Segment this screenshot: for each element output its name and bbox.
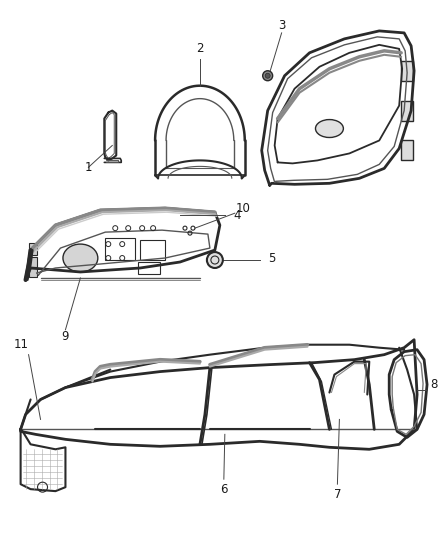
Text: 4: 4 [233, 209, 240, 222]
Bar [401, 61, 413, 80]
Circle shape [265, 73, 270, 78]
Text: 6: 6 [220, 483, 228, 496]
Text: 1: 1 [85, 161, 92, 174]
Bar [28, 257, 36, 267]
Bar [140, 240, 165, 260]
Text: 8: 8 [431, 378, 438, 391]
Text: 10: 10 [235, 201, 250, 215]
Bar [401, 141, 413, 160]
Bar [401, 101, 413, 120]
Text: 3: 3 [278, 19, 285, 33]
Text: 11: 11 [14, 338, 29, 351]
Text: 7: 7 [334, 488, 341, 500]
Ellipse shape [315, 119, 343, 138]
Text: 2: 2 [196, 42, 204, 55]
Circle shape [263, 71, 272, 80]
Bar [105, 238, 135, 260]
Circle shape [207, 252, 223, 268]
Text: 5: 5 [268, 252, 276, 264]
Bar [28, 268, 36, 277]
Bar [28, 243, 36, 255]
Ellipse shape [63, 244, 98, 272]
Text: 9: 9 [62, 330, 69, 343]
Bar [138, 262, 160, 274]
